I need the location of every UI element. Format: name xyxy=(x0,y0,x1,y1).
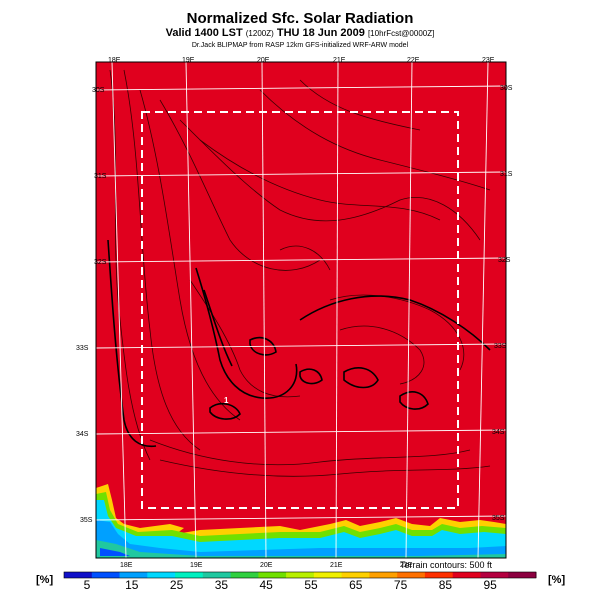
colorbar-swatch xyxy=(119,572,148,578)
colorbar-swatch xyxy=(64,572,93,578)
colorbar-swatch xyxy=(286,572,315,578)
colorbar-swatch xyxy=(397,572,426,578)
terrain-note: Terrain contours: 500 ft xyxy=(400,560,493,570)
colorbar-swatch xyxy=(341,572,370,578)
lon-labels-top: 18E 19E 20E 21E 22E 23E xyxy=(108,57,495,64)
colorbar-tick-label: 75 xyxy=(393,578,408,592)
valid-date: THU 18 Jun 2009 xyxy=(276,27,365,39)
lat-label-right: 35S xyxy=(492,515,505,522)
colorbar-swatch xyxy=(91,572,121,578)
lon-label-top: 23E xyxy=(482,57,495,64)
colorbar-swatch xyxy=(313,572,343,578)
low-radiation-strip xyxy=(96,484,506,558)
lat-label-right: 31S xyxy=(500,171,513,178)
terrain-contours xyxy=(109,69,491,477)
map-title: Normalized Sfc. Solar Radiation xyxy=(186,10,414,27)
colorbar-tick-label: 95 xyxy=(483,578,497,592)
lon-label-bottom: 20E xyxy=(260,562,273,569)
site-marker: 1 xyxy=(224,396,229,405)
colorbar-swatch xyxy=(369,572,398,578)
colorbar-outline xyxy=(63,571,537,579)
colorbar-tick-label: 25 xyxy=(169,578,184,592)
lon-labels-bottom: 18E 19E 20E 21E 22E xyxy=(120,562,413,569)
colorbar-swatch xyxy=(147,572,176,578)
lat-label-right: 34S xyxy=(492,429,505,436)
lat-label-left: 33S xyxy=(76,345,89,352)
colorbar-tick-label: 5 xyxy=(83,578,91,592)
lon-label-top: 18E xyxy=(108,57,121,64)
utc-time: (1200Z) xyxy=(245,29,274,38)
valid-time: Valid 1400 LST xyxy=(165,27,243,39)
lon-label-top: 21E xyxy=(333,57,346,64)
lon-label-bottom: 22E xyxy=(400,562,413,569)
lat-label-right: 33S xyxy=(494,343,507,350)
lat-labels-left: 30S 31S 32S 33S 34S 35S xyxy=(76,87,107,524)
lat-label-left: 32S xyxy=(94,259,107,266)
colorbar-swatches xyxy=(63,571,537,579)
lon-label-top: 22E xyxy=(407,57,420,64)
colorbar-tick-label: 65 xyxy=(349,578,363,592)
lon-label-top: 20E xyxy=(257,57,270,64)
colorbar-swatch xyxy=(424,572,454,578)
colorbar-tick-label: 45 xyxy=(259,578,273,592)
map-border xyxy=(95,61,507,559)
lon-label-bottom: 19E xyxy=(190,562,203,569)
lat-label-right: 30S xyxy=(500,85,513,92)
colorbar-swatch xyxy=(230,572,259,578)
lat-label-left: 34S xyxy=(76,431,89,438)
lat-label-left: 30S xyxy=(92,87,105,94)
colorbar-swatch xyxy=(258,572,287,578)
colorbar-tick-label: 85 xyxy=(438,578,453,592)
lat-label-right: 32S xyxy=(498,257,511,264)
forecast-tag: [10hrFcst@0000Z] xyxy=(367,29,435,38)
model-byline: Dr.Jack BLIPMAP from RASP 12km GFS-initi… xyxy=(191,42,409,49)
lat-labels-right: 30S 31S 32S 33S 34S 35S xyxy=(492,85,513,522)
major-terrain-contours xyxy=(107,239,491,448)
lon-label-top: 19E xyxy=(182,57,195,64)
colorbar-svg xyxy=(63,571,537,579)
colorbar xyxy=(0,566,600,600)
colorbar-swatch xyxy=(508,572,537,578)
colorbar-swatch xyxy=(480,572,509,578)
lat-label-left: 31S xyxy=(94,173,107,180)
colorbar-tick-label: 35 xyxy=(214,578,229,592)
colorbar-tick-label: 55 xyxy=(304,578,318,592)
inner-domain-box xyxy=(141,111,459,509)
lat-label-left: 35S xyxy=(80,517,93,524)
colorbar-swatch xyxy=(202,572,232,578)
unit-right: [%] xyxy=(548,574,566,586)
lon-label-bottom: 18E xyxy=(120,562,133,569)
colorbar-tick-label: 15 xyxy=(125,578,139,592)
lat-lon-grid xyxy=(95,61,507,559)
lon-label-bottom: 21E xyxy=(330,562,343,569)
colorbar-swatch xyxy=(175,572,204,578)
map-subtitle: Valid 1400 LST (1200Z) THU 18 Jun 2009 [… xyxy=(0,27,600,39)
colorbar-swatch xyxy=(452,572,481,578)
radiation-field xyxy=(96,62,506,558)
unit-left: [%] xyxy=(36,574,54,586)
